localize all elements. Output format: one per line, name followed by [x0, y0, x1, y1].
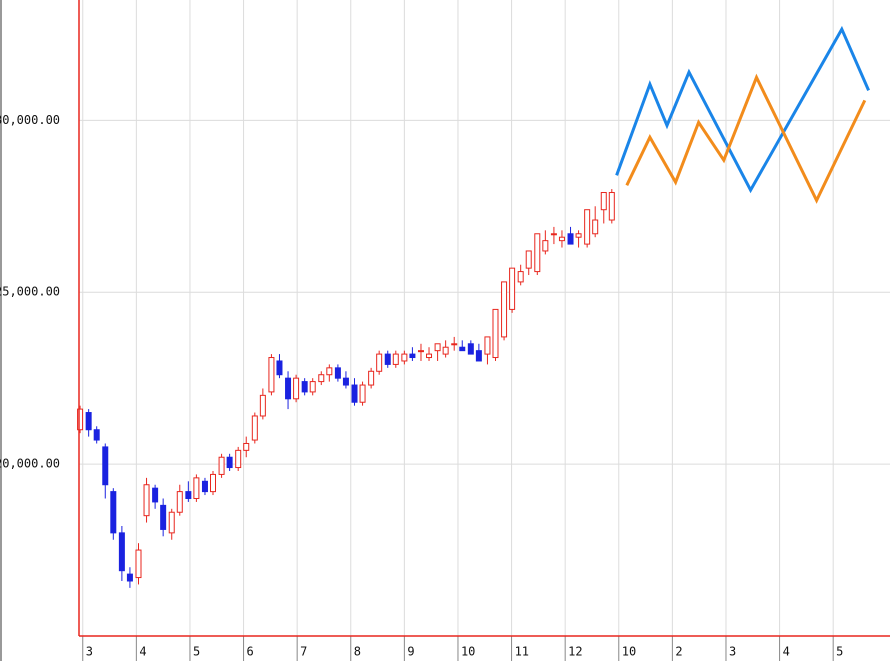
candle-body — [326, 367, 333, 376]
candle-body — [93, 429, 100, 441]
candle-body — [293, 377, 300, 400]
candle-body — [102, 446, 109, 486]
x-tick-label: 9 — [407, 645, 414, 659]
candle-body — [342, 377, 349, 386]
candle-body — [176, 491, 183, 513]
candle-body — [409, 353, 416, 359]
candle-body — [143, 484, 150, 517]
candle-body — [110, 491, 117, 534]
candle-body — [542, 240, 549, 252]
candle-body — [442, 346, 449, 355]
candle-body — [426, 353, 433, 359]
x-tick-label: 5 — [836, 645, 843, 659]
candle-body — [484, 336, 491, 355]
candle-body — [351, 384, 358, 403]
candle-body — [534, 233, 541, 273]
x-tick-label: 4 — [139, 645, 146, 659]
candle-body — [359, 384, 366, 403]
candle-body — [584, 209, 591, 245]
candle-body — [376, 353, 383, 372]
candle-body — [226, 456, 233, 469]
candle-body — [401, 353, 408, 362]
candle-body — [592, 219, 599, 235]
candle-body — [475, 350, 482, 362]
candle-body — [575, 233, 582, 238]
x-tick-label: 5 — [193, 645, 200, 659]
x-tick-label: 3 — [86, 645, 93, 659]
candle-body — [309, 381, 316, 393]
candle-body — [334, 367, 341, 379]
candle-body — [193, 477, 200, 499]
candle-body — [550, 233, 557, 236]
plot — [77, 25, 870, 588]
x-tick-label: 4 — [783, 645, 790, 659]
candle-body — [517, 271, 524, 283]
candle-body — [201, 480, 208, 493]
candle-body — [318, 374, 325, 383]
x-tick-label: 6 — [247, 645, 254, 659]
candle-body — [301, 381, 308, 393]
projection-line — [615, 25, 870, 194]
x-tick-label: 3 — [729, 645, 736, 659]
candle-body — [160, 504, 167, 530]
candle-body — [218, 456, 225, 475]
candle-body — [451, 343, 458, 346]
candle-body — [525, 250, 532, 269]
y-tick-label: 30,000.00 — [0, 113, 60, 127]
candle-body — [608, 192, 615, 221]
candle-body — [168, 511, 175, 534]
candle-body — [509, 267, 516, 310]
candle-body — [600, 192, 607, 211]
candle-body — [368, 370, 375, 386]
candle-body — [417, 350, 424, 353]
candle-body — [467, 343, 474, 355]
candle-body — [567, 233, 574, 245]
candle-body — [459, 346, 466, 352]
candle-body — [126, 573, 133, 582]
candle-body — [85, 412, 92, 431]
candle-body — [210, 473, 217, 493]
projection-line — [625, 73, 867, 204]
x-tick-label: 11 — [515, 645, 529, 659]
x-tick-label: 10 — [622, 645, 636, 659]
candle-body — [434, 343, 441, 352]
candle-body — [268, 357, 275, 393]
candle-body — [77, 408, 84, 431]
candle-body — [384, 353, 391, 365]
candle-body — [185, 491, 192, 499]
candle-body — [285, 377, 292, 400]
candle-body — [118, 532, 125, 572]
y-tick-label: 25,000.00 — [0, 285, 60, 299]
candle-body — [135, 549, 142, 579]
x-tick-label: 7 — [300, 645, 307, 659]
candle-body — [259, 394, 266, 417]
x-tick-label: 2 — [675, 645, 682, 659]
candle-body — [243, 442, 250, 451]
x-tick-label: 8 — [354, 645, 361, 659]
candle-body — [392, 353, 399, 365]
x-tick-label: 12 — [568, 645, 582, 659]
x-tick-label: 10 — [461, 645, 475, 659]
candle-body — [276, 360, 283, 376]
grid — [79, 0, 890, 636]
y-tick-label: 20,000.00 — [0, 457, 60, 471]
candle-body — [251, 415, 258, 441]
candle-body — [558, 236, 565, 242]
candle-body — [235, 449, 242, 469]
candle-body — [152, 487, 159, 503]
candle-body — [501, 281, 508, 338]
candle-body — [492, 308, 499, 359]
